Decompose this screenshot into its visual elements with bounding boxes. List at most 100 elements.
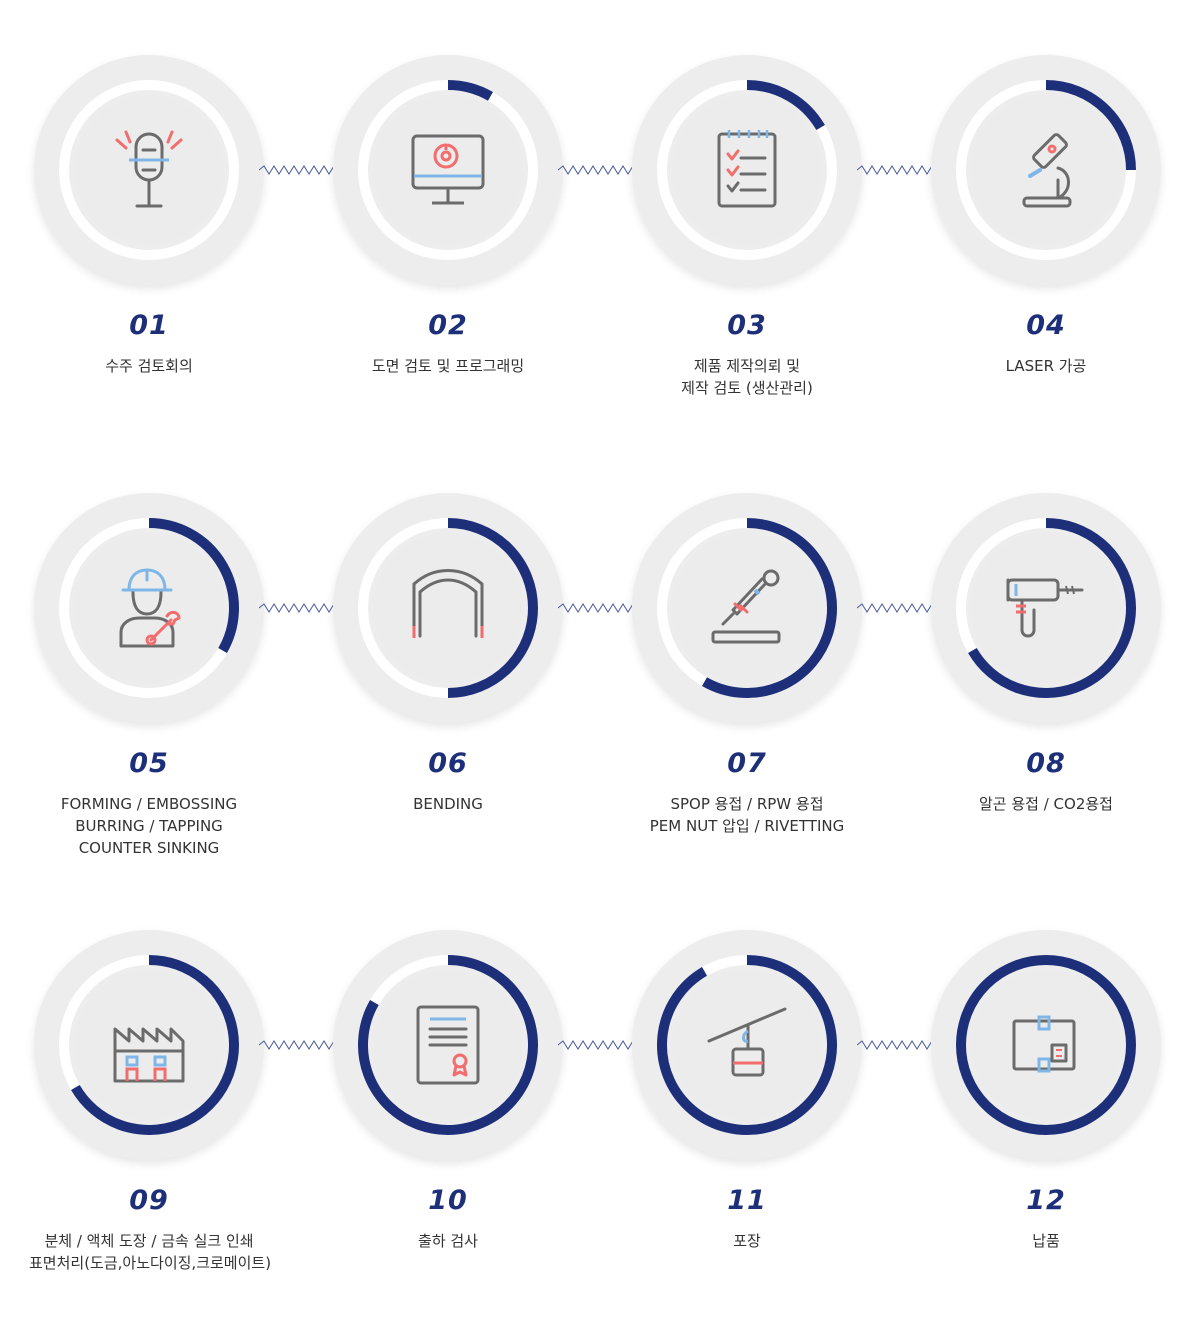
inner-disc [971,970,1121,1120]
progress-arc [358,80,538,260]
step-label: 포장 [627,1230,867,1252]
inner-disc [672,95,822,245]
step-ring [34,930,264,1160]
inner-disc [971,95,1121,245]
step-label-line: PEM NUT 압입 / RIVETTING [649,817,845,835]
step-ring [632,55,862,285]
step-label: 도면 검토 및 프로그래밍 [328,355,568,377]
progress-arc [956,518,1136,698]
process-step: 07 SPOP 용접 / RPW 용접 PEM NUT 압입 / RIVETTI… [627,493,867,893]
step-label-line: LASER 가공 [1005,357,1087,375]
step-label: 제품 제작의뢰 및 제작 검토 (생산관리) [627,355,867,399]
welding-torch-icon [711,569,781,644]
step-ring [632,493,862,723]
process-step: 01 수주 검토회의 [29,55,269,455]
step-ring [931,930,1161,1160]
progress-arc [956,955,1136,1135]
step-label: 분체 / 액체 도장 / 금속 실크 인쇄 표면처리(도금,아노다이징,크로메이… [29,1230,271,1274]
microscope-icon [1022,133,1072,208]
step-label-line: 제품 제작의뢰 및 [693,357,801,375]
zigzag-line [259,1040,333,1050]
monitor-chart-icon [411,134,485,205]
zigzag-line [857,165,931,175]
worker-icon [119,568,181,648]
step-number: 05 [129,748,169,779]
process-step: 12 납품 [926,930,1166,1330]
step-ring [333,493,563,723]
step-label: 납품 [926,1230,1166,1252]
process-step: 03 제품 제작의뢰 및 제작 검토 (생산관리) [627,55,867,455]
zigzag-connector [259,603,333,613]
step-ring [333,930,563,1160]
step-label: 수주 검토회의 [29,355,269,377]
step-number: 10 [428,1185,468,1216]
step-label-line: 포장 [733,1232,761,1250]
zigzag-connector [857,165,931,175]
zigzag-line [857,1040,931,1050]
step-label: LASER 가공 [926,355,1166,377]
zigzag-line [558,1040,632,1050]
step-number: 01 [129,310,169,341]
progress-arc [59,80,239,260]
progress-fill [447,80,493,101]
cable-car-icon [707,1007,787,1077]
process-step: 06 BENDING [328,493,568,893]
progress-fill [1045,80,1136,171]
progress-fill [956,955,1136,1135]
step-number: 12 [1026,1185,1066,1216]
progress-arc [956,80,1136,260]
step-label: FORMING / EMBOSSING BURRING / TAPPING CO… [29,793,269,859]
inner-disc [971,533,1121,683]
zigzag-line [259,165,333,175]
step-ring [931,493,1161,723]
progress-fill [702,518,837,698]
step-label: SPOP 용접 / RPW 용접 PEM NUT 압입 / RIVETTING [627,793,867,837]
step-number: 09 [129,1185,169,1216]
progress-fill [746,80,825,131]
step-number: 03 [727,310,767,341]
progress-fill [968,518,1136,698]
step-ring [632,930,862,1160]
step-number: 07 [727,748,767,779]
zigzag-connector [259,165,333,175]
zigzag-connector [558,165,632,175]
microphone-icon [115,130,183,208]
step-number: 02 [428,310,468,341]
step-number: 11 [727,1185,767,1216]
zigzag-connector [558,1040,632,1050]
progress-track [59,80,239,260]
zigzag-line [259,603,333,613]
checklist-icon [717,130,777,208]
step-label-line: FORMING / EMBOSSING [60,795,238,813]
progress-arc [657,80,837,260]
progress-arc [657,955,837,1135]
step-label-line: COUNTER SINKING [78,839,220,857]
inner-disc [74,533,224,683]
package-box-icon [1012,1015,1076,1073]
inner-disc [74,970,224,1120]
process-step: 11 포장 [627,930,867,1330]
zigzag-connector [857,603,931,613]
step-label-line: 출하 검사 [418,1232,478,1250]
step-label-line: BURRING / TAPPING [75,817,223,835]
step-number: 06 [428,748,468,779]
inner-disc [373,533,523,683]
progress-fill [148,518,239,653]
step-number: 08 [1026,748,1066,779]
progress-fill [657,955,837,1135]
step-label: 출하 검사 [328,1230,568,1252]
process-step: 09 분체 / 액체 도장 / 금속 실크 인쇄 표면처리(도금,아노다이징,크… [29,930,271,1330]
step-label-line: 알곤 용접 / CO2용접 [979,795,1113,813]
progress-fill [447,518,538,698]
step-ring [931,55,1161,285]
process-step: 10 출하 검사 [328,930,568,1330]
zigzag-line [857,603,931,613]
process-step: 08 알곤 용접 / CO2용접 [926,493,1166,893]
step-label-line: 납품 [1032,1232,1060,1250]
step-label-line: 분체 / 액체 도장 / 금속 실크 인쇄 [44,1232,254,1250]
inner-disc [672,533,822,683]
step-ring [34,55,264,285]
progress-arc [657,518,837,698]
step-ring [333,55,563,285]
step-label-line: 도면 검토 및 프로그래밍 [371,357,525,375]
